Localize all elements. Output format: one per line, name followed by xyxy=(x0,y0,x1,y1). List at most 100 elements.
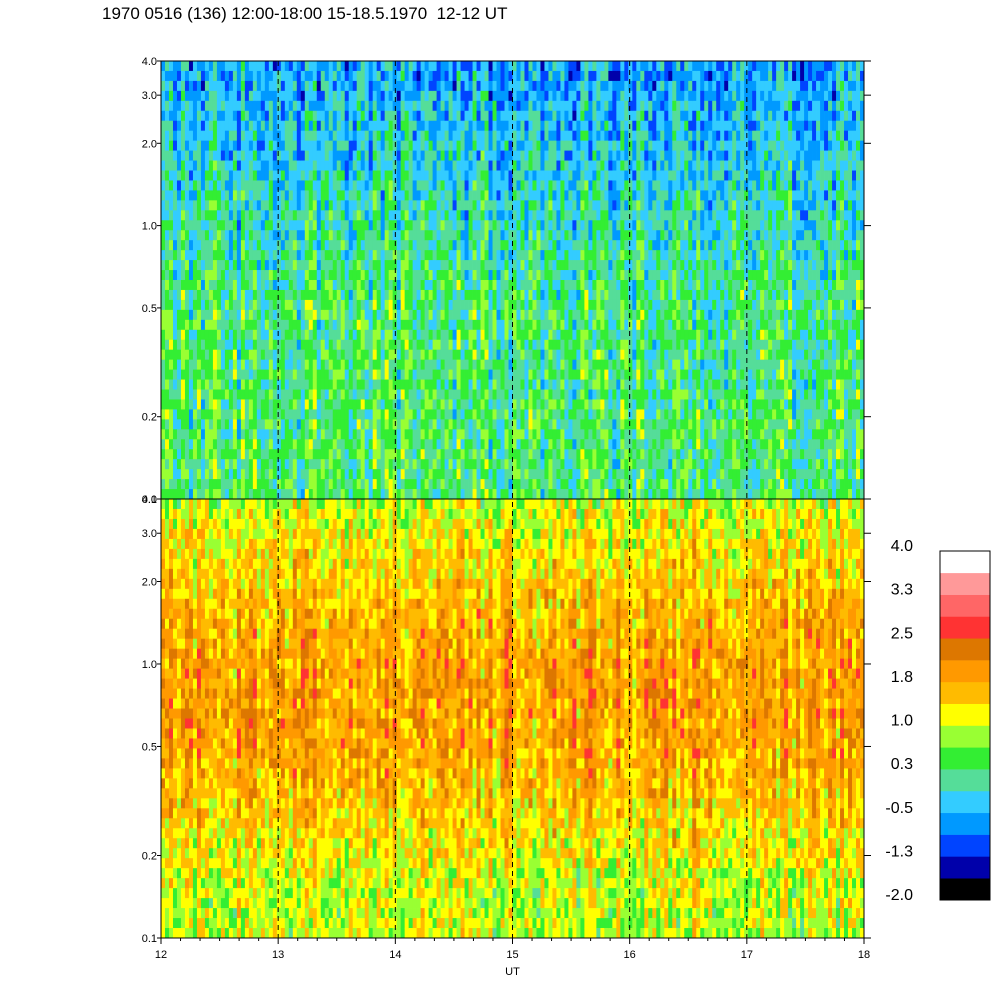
heatmap-cell xyxy=(312,180,318,191)
heatmap-cell xyxy=(364,309,370,321)
heatmap-cell xyxy=(528,270,533,281)
heatmap-cell xyxy=(232,250,238,261)
heatmap-cell xyxy=(448,190,453,201)
heatmap-cell xyxy=(452,409,457,420)
heatmap-cell xyxy=(524,280,529,291)
heatmap-cell xyxy=(492,80,497,92)
heatmap-cell xyxy=(452,439,457,450)
heatmap-cell xyxy=(468,439,473,450)
heatmap-cell xyxy=(408,80,414,92)
heatmap-cell xyxy=(176,130,182,142)
heatmap-cell xyxy=(544,469,549,480)
heatmap-cell xyxy=(528,359,533,370)
heatmap-cell xyxy=(388,61,394,72)
heatmap-cell xyxy=(596,319,601,331)
heatmap-cell xyxy=(572,379,577,390)
heatmap-cell xyxy=(364,319,370,331)
heatmap-cell xyxy=(528,170,533,181)
heatmap-cell xyxy=(460,369,465,380)
heatmap-cell xyxy=(408,399,414,410)
heatmap-cell xyxy=(224,299,230,311)
heatmap-cell xyxy=(260,250,266,261)
heatmap-cell xyxy=(324,329,330,341)
heatmap-cell xyxy=(208,130,214,142)
heatmap-cell xyxy=(440,210,445,221)
heatmap-cell xyxy=(336,329,342,341)
heatmap-cell xyxy=(456,250,461,261)
heatmap-cell xyxy=(264,349,270,361)
heatmap-cell xyxy=(488,200,493,211)
heatmap-cell xyxy=(504,369,509,380)
heatmap-cell xyxy=(388,110,394,122)
heatmap-cell xyxy=(280,479,286,490)
heatmap-cell xyxy=(588,359,593,370)
heatmap-cell xyxy=(564,349,569,361)
heatmap-cell xyxy=(408,349,414,361)
heatmap-cell xyxy=(600,449,605,460)
heatmap-cell xyxy=(384,130,390,142)
heatmap-cell xyxy=(548,270,553,281)
heatmap-cell xyxy=(596,230,601,241)
heatmap-cell xyxy=(556,280,561,291)
heatmap-cell xyxy=(372,329,378,341)
heatmap-cell xyxy=(524,210,529,221)
heatmap-cell xyxy=(460,449,465,460)
heatmap-cell xyxy=(168,349,174,361)
heatmap-cell xyxy=(268,459,274,470)
heatmap-cell xyxy=(280,359,286,370)
heatmap-cell xyxy=(344,150,350,161)
heatmap-cell xyxy=(580,270,585,281)
heatmap-cell xyxy=(280,399,286,410)
heatmap-cell xyxy=(284,409,290,420)
heatmap-cell xyxy=(544,309,549,321)
heatmap-cell xyxy=(500,200,505,211)
heatmap-cell xyxy=(180,439,186,450)
heatmap-cell xyxy=(548,289,553,301)
heatmap-cell xyxy=(516,260,521,271)
heatmap-cell xyxy=(552,479,557,490)
heatmap-cell xyxy=(312,369,318,380)
heatmap-cell xyxy=(412,170,418,181)
heatmap-cell xyxy=(248,379,254,390)
heatmap-cell xyxy=(480,339,485,351)
heatmap-cell xyxy=(328,299,334,311)
heatmap-cell xyxy=(384,309,390,321)
heatmap-cell xyxy=(584,479,589,490)
heatmap-cell xyxy=(396,429,402,440)
heatmap-cell xyxy=(176,70,182,82)
heatmap-cell xyxy=(324,419,330,430)
heatmap-cell xyxy=(412,349,418,361)
heatmap-cell xyxy=(400,369,406,380)
heatmap-cell xyxy=(161,359,166,370)
heatmap-cell xyxy=(276,289,282,301)
heatmap-cell xyxy=(328,439,334,450)
heatmap-cell xyxy=(196,280,202,291)
heatmap-cell xyxy=(392,449,398,460)
heatmap-cell xyxy=(504,349,509,361)
heatmap-cell xyxy=(248,70,254,82)
heatmap-cell xyxy=(564,289,569,301)
heatmap-cell xyxy=(576,240,581,251)
heatmap-cell xyxy=(536,220,541,231)
heatmap-cell xyxy=(612,230,617,241)
heatmap-cell xyxy=(292,250,298,261)
heatmap-cell xyxy=(208,469,214,480)
heatmap-cell xyxy=(524,379,529,390)
heatmap-cell xyxy=(188,220,194,231)
heatmap-cell xyxy=(472,250,477,261)
heatmap-cell xyxy=(236,120,242,132)
heatmap-cell xyxy=(520,210,525,221)
heatmap-cell xyxy=(476,399,481,410)
heatmap-cell xyxy=(568,289,573,301)
heatmap-cell xyxy=(220,220,226,231)
heatmap-cell xyxy=(492,120,497,132)
heatmap-cell xyxy=(260,329,266,341)
heatmap-cell xyxy=(440,319,445,331)
heatmap-cell xyxy=(260,419,266,430)
heatmap-cell xyxy=(440,469,445,480)
heatmap-cell xyxy=(388,329,394,341)
heatmap-cell xyxy=(352,210,358,221)
heatmap-cell xyxy=(280,459,286,470)
heatmap-cell xyxy=(368,240,374,251)
heatmap-cell xyxy=(440,429,445,440)
